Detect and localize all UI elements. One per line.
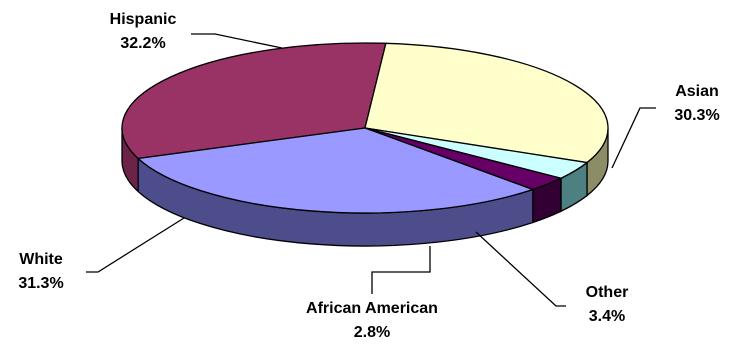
label-other-name: Other xyxy=(586,284,629,301)
leader-lines xyxy=(86,33,656,307)
leader-line-african-american xyxy=(371,246,431,294)
label-african-american: African American 2.8% xyxy=(306,300,438,341)
label-white-value: 31.3% xyxy=(18,275,63,292)
label-other-value: 3.4% xyxy=(589,308,625,325)
label-white: White 31.3% xyxy=(18,251,63,292)
label-asian: Asian 30.3% xyxy=(674,83,719,124)
label-african-american-name: African American xyxy=(306,300,438,317)
pie-slices xyxy=(121,42,609,214)
label-hispanic-value: 32.2% xyxy=(120,35,165,52)
leader-line-asian xyxy=(611,107,656,169)
label-hispanic-name: Hispanic xyxy=(110,11,177,28)
label-hispanic: Hispanic 32.2% xyxy=(110,11,177,52)
label-white-name: White xyxy=(19,251,63,268)
label-asian-value: 30.3% xyxy=(674,107,719,124)
slice-asian xyxy=(364,42,609,164)
label-asian-name: Asian xyxy=(675,83,719,100)
leader-line-other xyxy=(475,231,566,307)
slice-white xyxy=(136,127,535,214)
label-other: Other 3.4% xyxy=(586,284,629,325)
leader-line-white xyxy=(86,217,185,273)
slice-hispanic xyxy=(121,42,387,160)
label-african-american-value: 2.8% xyxy=(354,324,390,341)
leader-line-hispanic xyxy=(191,33,283,49)
